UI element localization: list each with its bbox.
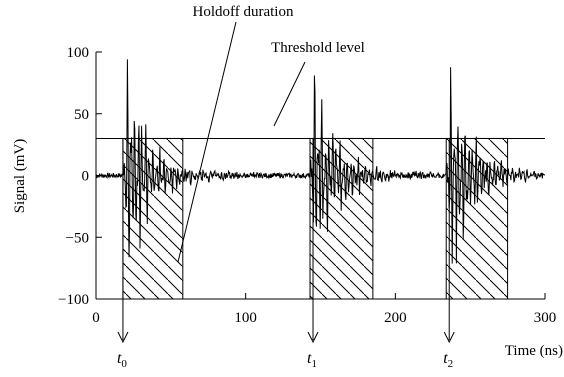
y-tick-label-0: −100 <box>58 292 89 308</box>
trigger-label-text-2: t <box>443 350 448 367</box>
trigger-label-2: t2 <box>443 350 453 370</box>
x-tick-label-1: 100 <box>234 310 257 326</box>
threshold-level-label: Threshold level <box>271 40 365 56</box>
trigger-subscript-0: 0 <box>121 358 127 370</box>
trigger-markers: t0 t1 t2 <box>117 138 455 370</box>
y-tick-label-4: 100 <box>67 45 90 61</box>
holdoff-duration-label: Holdoff duration <box>193 4 294 20</box>
axes: −100 −50 0 50 100 0 100 200 300 <box>58 45 556 326</box>
plot-area <box>96 59 545 300</box>
trigger-arrowhead-2 <box>443 331 455 344</box>
trigger-arrowhead-1 <box>307 331 319 344</box>
threshold-pointer-line <box>273 61 306 127</box>
x-tick-label-3: 300 <box>534 310 557 326</box>
trigger-label-text-1: t <box>307 350 312 367</box>
trigger-label-0: t0 <box>117 350 127 370</box>
trigger-subscript-1: 1 <box>311 358 317 370</box>
y-tick-label-3: 50 <box>74 107 89 123</box>
signal-trace <box>96 59 545 264</box>
x-axis-label: Time (ns) <box>505 343 563 359</box>
y-tick-label-2: 0 <box>82 169 90 185</box>
x-tick-label-2: 200 <box>384 310 407 326</box>
y-axis-label: Signal (mV) <box>12 139 28 214</box>
trigger-label-text-0: t <box>117 350 122 367</box>
holdoff-pointer-line <box>177 21 237 263</box>
y-tick-label-1: −50 <box>66 230 89 246</box>
trigger-arrowhead-0 <box>117 331 129 344</box>
trigger-label-1: t1 <box>307 350 317 370</box>
trigger-subscript-2: 2 <box>448 358 454 370</box>
x-tick-label-0: 0 <box>92 310 100 326</box>
